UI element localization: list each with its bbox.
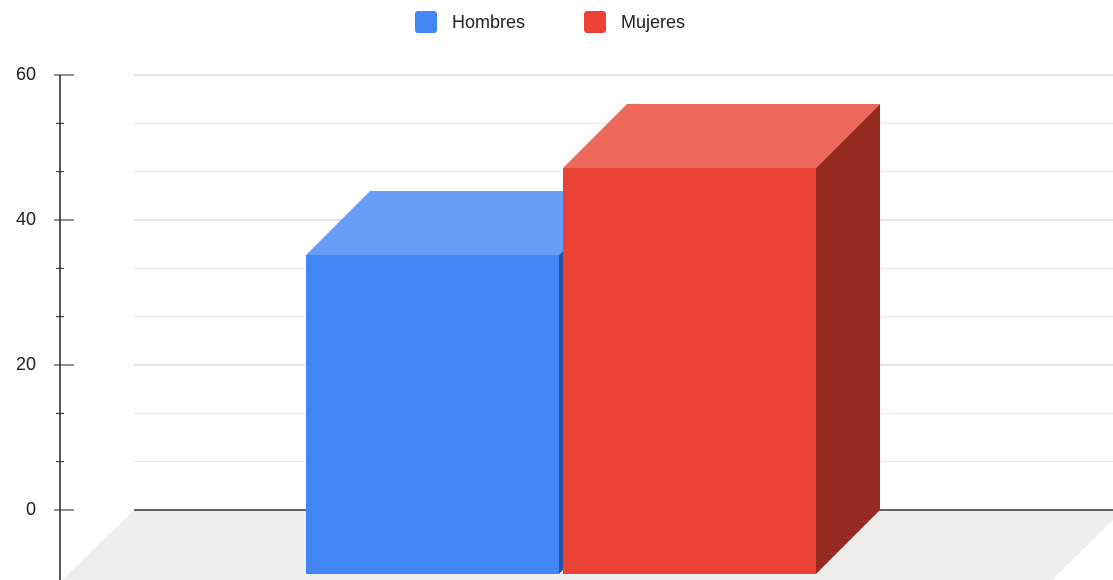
y-tick-label: 40: [16, 209, 36, 229]
bar: [306, 255, 559, 574]
bar: [563, 168, 816, 574]
y-tick-label: 0: [26, 499, 36, 519]
y-tick-label: 60: [16, 64, 36, 84]
legend-swatch: [415, 11, 437, 33]
legend-label: Mujeres: [621, 12, 685, 32]
legend-label: Hombres: [452, 12, 525, 32]
bar-side: [816, 104, 880, 574]
y-tick-label: 20: [16, 354, 36, 374]
bar-top: [563, 104, 880, 168]
bar-top: [306, 191, 623, 255]
legend-swatch: [584, 11, 606, 33]
